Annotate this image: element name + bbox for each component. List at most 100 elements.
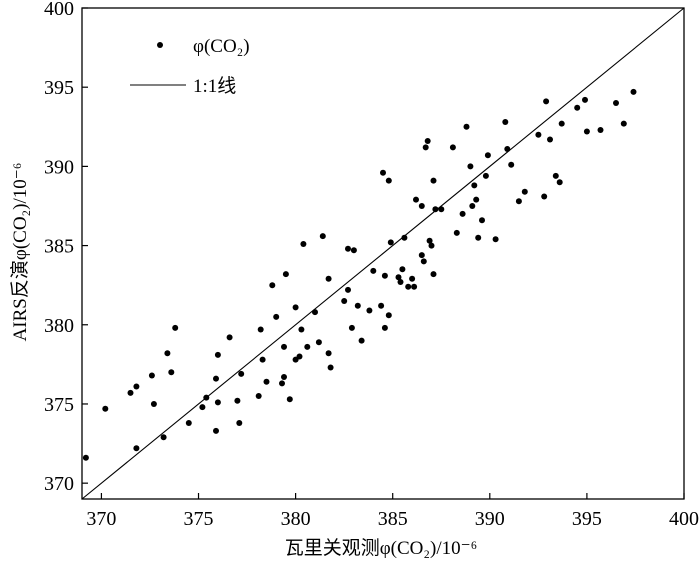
data-point-106	[574, 104, 581, 111]
x-axis-label: 瓦里关观测φ(CO₂)/10⁻⁶	[285, 537, 478, 559]
data-point-52	[358, 337, 365, 344]
legend: φ(CO₂) 1:1线	[130, 36, 250, 97]
data-point-17	[214, 351, 221, 358]
data-point-28	[273, 313, 280, 320]
data-point-81	[449, 144, 456, 151]
data-point-109	[597, 127, 604, 133]
data-point-61	[387, 239, 394, 246]
data-point-79	[432, 206, 439, 213]
data-point-71	[418, 252, 425, 259]
data-point-44	[325, 350, 332, 357]
data-point-84	[463, 123, 470, 130]
data-point-26	[263, 378, 270, 385]
data-point-21	[236, 420, 243, 426]
data-point-13	[199, 404, 206, 411]
data-point-45	[327, 364, 334, 371]
data-point-76	[428, 242, 435, 249]
data-point-19	[226, 334, 233, 341]
data-point-27	[269, 282, 276, 289]
data-point-12	[185, 420, 192, 426]
data-point-60	[385, 312, 392, 319]
x-tick-label: 375	[184, 508, 214, 530]
data-point-90	[479, 217, 485, 224]
data-point-86	[469, 203, 476, 209]
data-point-75	[426, 237, 433, 244]
data-point-74	[424, 138, 431, 144]
data-point-9	[164, 350, 171, 357]
data-point-68	[411, 283, 418, 290]
data-point-100	[541, 193, 548, 200]
data-point-23	[255, 393, 262, 399]
axis-ticks: 370 375 380 385 390 395 400 370 375 380 385 390 395 4…	[44, 0, 699, 530]
data-point-57	[381, 272, 388, 279]
data-point-91	[482, 172, 489, 179]
data-point-78	[430, 271, 437, 278]
data-point-55	[378, 302, 385, 309]
data-point-108	[583, 128, 590, 135]
data-point-56	[380, 169, 386, 176]
x-tick-label: 380	[281, 508, 311, 530]
data-point-5	[133, 445, 140, 452]
x-tick-label: 400	[669, 508, 699, 530]
data-point-15	[213, 427, 219, 434]
data-point-93	[492, 236, 499, 243]
data-point-107	[582, 96, 588, 103]
data-point-4	[133, 383, 140, 390]
data-point-58	[381, 324, 388, 331]
data-point-29	[279, 380, 285, 387]
legend-line-label: 1:1线	[193, 75, 236, 97]
data-point-102	[547, 136, 553, 143]
data-point-103	[552, 172, 559, 179]
data-point-94	[502, 119, 509, 125]
data-point-24	[257, 326, 264, 333]
data-point-49	[348, 324, 355, 331]
data-point-98	[521, 188, 528, 195]
x-tick-label: 395	[572, 508, 602, 530]
y-tick-label: 380	[44, 315, 74, 337]
y-tick-label: 395	[44, 77, 74, 99]
data-point-20	[234, 397, 241, 404]
y-tick-label: 390	[44, 156, 74, 178]
plot-frame	[81, 7, 685, 500]
data-point-88	[473, 196, 480, 203]
data-point-96	[508, 161, 515, 168]
data-point-22	[238, 370, 245, 377]
data-point-48	[345, 286, 351, 293]
data-point-83	[459, 210, 466, 217]
data-point-25	[259, 356, 266, 363]
data-point-50	[350, 247, 357, 254]
data-point-39	[304, 343, 311, 350]
x-tick-label: 390	[475, 508, 505, 530]
data-point-36	[296, 353, 303, 360]
data-point-64	[399, 266, 406, 273]
data-point-67	[409, 275, 416, 282]
data-point-97	[515, 198, 522, 205]
one-to-one-line	[81, 7, 685, 500]
x-tick-label: 385	[378, 508, 408, 530]
data-point-104	[556, 179, 563, 186]
y-axis-label: AIRS反演φ(CO₂)/10⁻⁶	[9, 163, 31, 342]
data-point-10	[168, 369, 175, 376]
data-point-92	[484, 152, 491, 159]
data-point-31	[281, 343, 287, 350]
data-point-42	[319, 233, 326, 240]
data-point-1	[82, 454, 89, 461]
data-point-65	[401, 234, 408, 241]
data-point-16	[213, 375, 219, 382]
y-tick-label: 375	[44, 394, 74, 416]
data-point-73	[422, 144, 429, 151]
data-point-51	[354, 302, 361, 309]
data-point-111	[620, 120, 627, 127]
data-point-30	[281, 374, 287, 380]
data-point-32	[282, 271, 289, 278]
data-point-87	[471, 182, 478, 189]
data-point-18	[214, 399, 221, 406]
data-point-110	[613, 100, 619, 106]
data-point-43	[325, 275, 332, 282]
data-point-38	[300, 241, 307, 247]
legend-point-label: φ(CO₂)	[193, 36, 250, 57]
data-point-72	[420, 258, 427, 265]
data-point-69	[413, 196, 419, 203]
data-points	[82, 88, 637, 461]
